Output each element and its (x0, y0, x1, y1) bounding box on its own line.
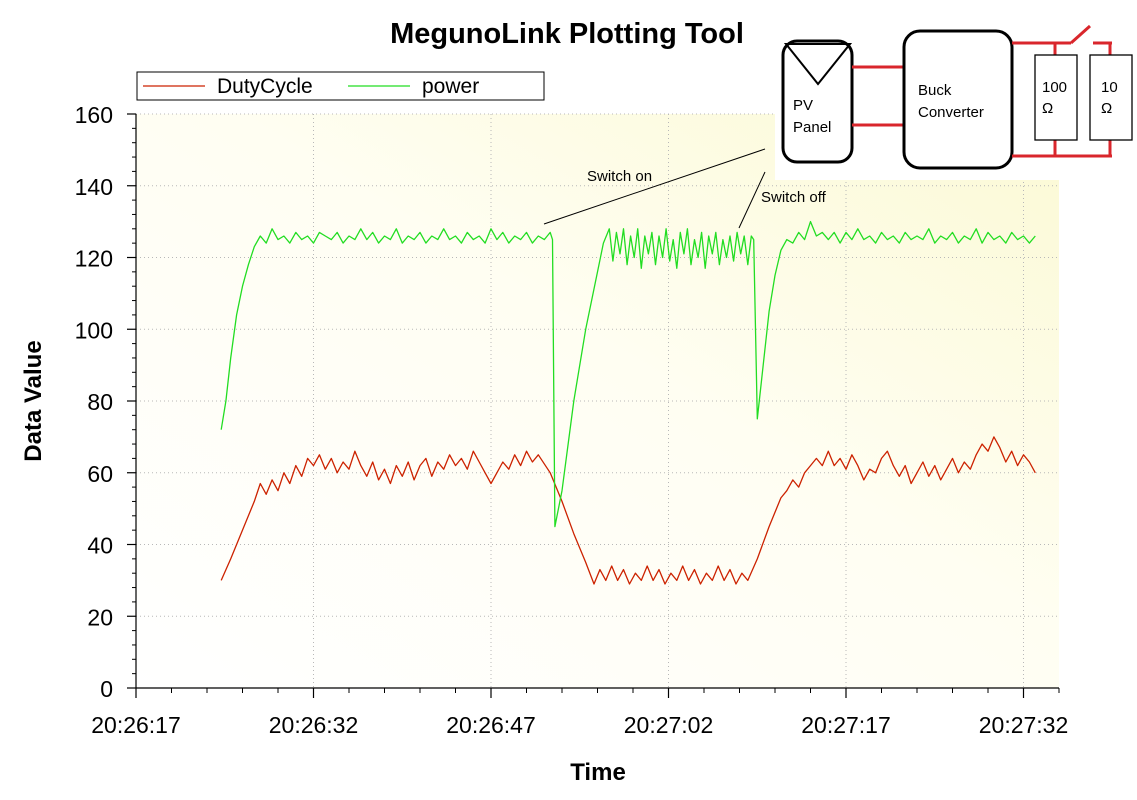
y-tick-label: 0 (100, 676, 113, 702)
series-line-dutycycle (220, 436, 1036, 585)
pv-panel-label-line1: PV (793, 97, 813, 114)
legend-label-dutycycle: DutyCycle (217, 75, 313, 98)
legend-label-power: power (422, 75, 479, 98)
x-axis-label: Time (570, 759, 626, 786)
annotations: Switch on Switch off (543, 148, 827, 229)
series-layer (220, 220, 1036, 585)
y-tick-label: 80 (87, 389, 113, 415)
resistor-10-label-line2: Ω (1101, 100, 1112, 117)
buck-converter-box (902, 29, 1014, 170)
inset-circuit-diagram: PV Panel Buck Converter 100 Ω 10 Ω (775, 0, 1137, 180)
x-tick-label: 20:26:17 (91, 712, 181, 738)
switch-off-label: Switch off (761, 189, 827, 206)
pv-panel-box (781, 39, 854, 164)
y-tick-label: 140 (75, 174, 113, 200)
y-axis-label: Data Value (20, 340, 47, 461)
resistor-100-label-line2: Ω (1042, 100, 1053, 117)
x-tick-label: 20:27:32 (979, 712, 1069, 738)
resistor-100-label-line1: 100 (1042, 79, 1067, 96)
switch-off-pointer (738, 171, 766, 229)
switch-on-pointer (543, 148, 766, 225)
y-tick-label: 120 (75, 246, 113, 272)
series-line-power (220, 220, 1036, 528)
pv-panel-label-line2: Panel (793, 119, 831, 136)
resistor-100-ohm (1034, 54, 1078, 141)
switch-on-label: Switch on (587, 168, 652, 185)
resistor-10-ohm (1089, 54, 1133, 141)
legend: DutyCycle power (136, 71, 545, 101)
x-tick-label: 20:26:47 (446, 712, 536, 738)
plot-area (136, 114, 1059, 688)
pv-panel-triangle-icon (783, 43, 853, 86)
chart-title: MegunoLink Plotting Tool (390, 18, 744, 50)
buck-label-line2: Converter (918, 104, 984, 121)
x-tick-label: 20:26:32 (269, 712, 359, 738)
y-ticks: 0 20 40 60 80 100 120 140 160 (75, 102, 136, 702)
resistor-10-label-line1: 10 (1101, 79, 1118, 96)
y-tick-label: 20 (87, 604, 113, 630)
buck-label-line1: Buck (918, 82, 952, 99)
x-tick-label: 20:27:17 (801, 712, 891, 738)
y-tick-label: 60 (87, 461, 113, 487)
switch-lever (1069, 24, 1092, 45)
y-tick-label: 40 (87, 533, 113, 559)
y-tick-label: 160 (75, 102, 113, 128)
x-ticks: 20:26:17 20:26:32 20:26:47 20:27:02 20:27:17… (91, 688, 1068, 738)
y-tick-label: 100 (75, 317, 113, 343)
x-tick-label: 20:27:02 (624, 712, 714, 738)
